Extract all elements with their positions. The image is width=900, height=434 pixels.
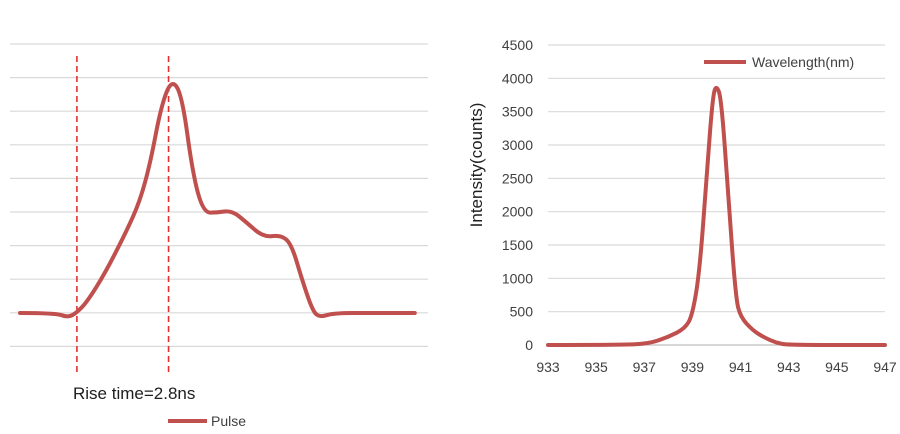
x-tick-label: 947 xyxy=(873,359,897,375)
x-tick-label: 935 xyxy=(584,359,608,375)
y-axis-label: Intensity(counts) xyxy=(467,103,486,228)
x-tick-label: 939 xyxy=(681,359,705,375)
x-tick-label: 941 xyxy=(729,359,753,375)
y-tick-label: 2000 xyxy=(502,204,533,220)
x-tick-label: 937 xyxy=(633,359,657,375)
spectrum-x-tick-labels: 933 935 937 939 941 943 945 947 xyxy=(536,359,897,375)
pulse-chart: Rise time=2.8ns Pulse xyxy=(10,43,428,429)
y-tick-label: 3000 xyxy=(502,137,533,153)
y-tick-label: 1500 xyxy=(502,237,533,253)
spectrum-chart: 0 500 1000 1500 2000 2500 3000 3500 4000 4500 933… xyxy=(467,37,897,375)
y-tick-label: 4500 xyxy=(502,37,533,53)
pulse-legend-label: Pulse xyxy=(211,413,246,429)
pulse-gridlines xyxy=(10,43,428,347)
spectrum-series-line xyxy=(546,85,887,347)
y-tick-label: 500 xyxy=(510,304,534,320)
y-tick-label: 1000 xyxy=(502,270,533,286)
spectrum-y-tick-labels: 0 500 1000 1500 2000 2500 3000 3500 4000 4500 xyxy=(502,37,533,353)
x-tick-label: 933 xyxy=(536,359,560,375)
y-tick-label: 0 xyxy=(525,337,533,353)
x-tick-label: 945 xyxy=(825,359,849,375)
spectrum-legend-label: Wavelength(nm) xyxy=(752,54,854,70)
rise-time-annotation: Rise time=2.8ns xyxy=(73,384,195,403)
y-tick-label: 2500 xyxy=(502,170,533,186)
y-tick-label: 4000 xyxy=(502,70,533,86)
x-tick-label: 943 xyxy=(777,359,801,375)
pulse-series-line xyxy=(18,82,417,319)
spectrum-gridlines xyxy=(548,44,885,346)
rise-time-markers xyxy=(76,56,170,372)
y-tick-label: 3500 xyxy=(502,104,533,120)
